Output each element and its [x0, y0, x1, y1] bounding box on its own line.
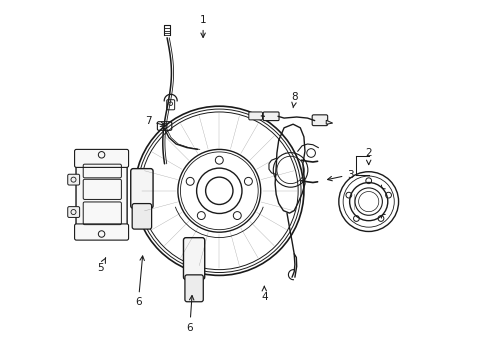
FancyBboxPatch shape — [248, 112, 262, 120]
Text: 2: 2 — [365, 148, 371, 165]
FancyBboxPatch shape — [68, 174, 80, 185]
Text: 5: 5 — [97, 258, 105, 273]
Text: 7: 7 — [144, 116, 165, 126]
FancyBboxPatch shape — [68, 207, 80, 217]
FancyBboxPatch shape — [75, 224, 128, 240]
Text: 1: 1 — [200, 15, 206, 37]
FancyBboxPatch shape — [184, 275, 203, 302]
Text: 8: 8 — [291, 92, 298, 108]
Text: 4: 4 — [261, 286, 267, 302]
Polygon shape — [325, 120, 332, 124]
Text: 6: 6 — [135, 256, 144, 307]
FancyBboxPatch shape — [183, 238, 204, 279]
Text: 3: 3 — [327, 170, 353, 181]
FancyBboxPatch shape — [263, 112, 279, 121]
FancyBboxPatch shape — [311, 115, 327, 126]
FancyBboxPatch shape — [75, 149, 128, 167]
FancyBboxPatch shape — [76, 154, 127, 233]
FancyBboxPatch shape — [132, 204, 151, 229]
FancyBboxPatch shape — [130, 168, 153, 208]
Text: 6: 6 — [186, 296, 194, 333]
